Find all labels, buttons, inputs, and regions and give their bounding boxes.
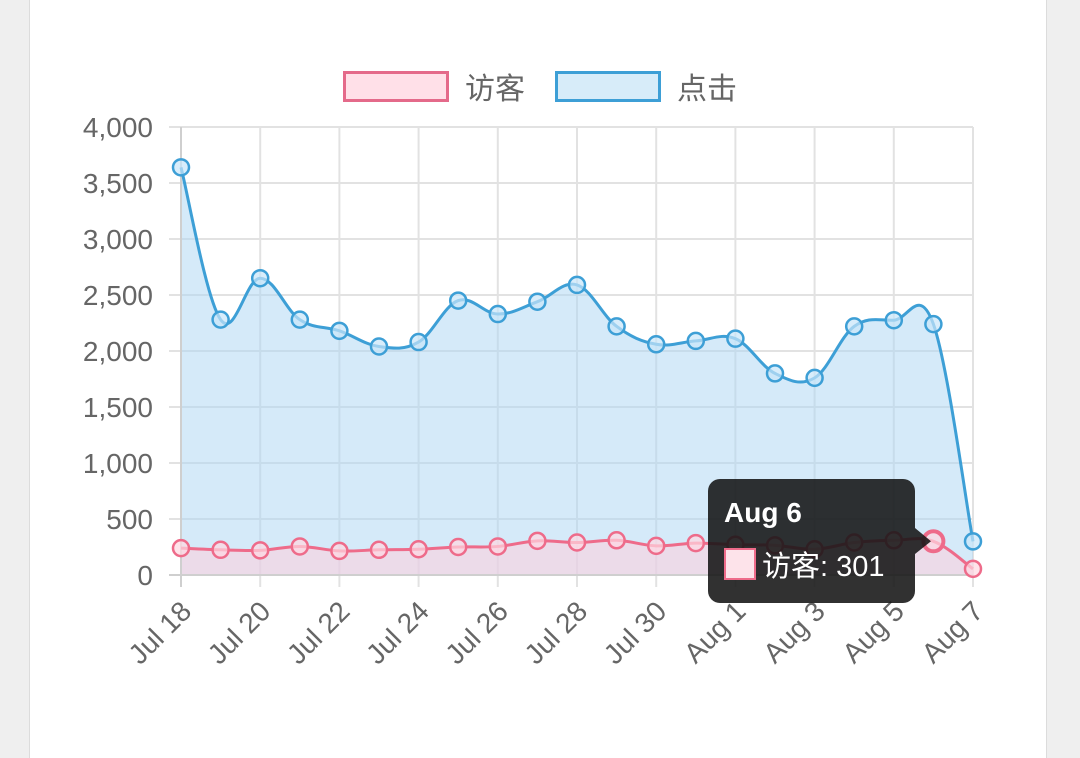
data-point bbox=[290, 537, 310, 556]
y-tick-label: 1,500 bbox=[83, 392, 153, 423]
tooltip-text: 访客: 301 bbox=[762, 551, 885, 583]
data-point bbox=[567, 275, 587, 295]
x-tick-label: Jul 24 bbox=[360, 595, 435, 670]
x-tick-label: Jul 20 bbox=[202, 595, 277, 670]
data-point bbox=[686, 331, 706, 351]
legend-item-visitors[interactable]: 访客 bbox=[343, 64, 525, 108]
chart-tooltip: Aug 6 访客: 301 bbox=[708, 479, 915, 603]
x-axis-tick-labels: Jul 18 Jul 20 Jul 22 Jul 24 Jul 26 Jul 28 Jul … bbox=[122, 595, 989, 670]
data-point bbox=[607, 531, 626, 550]
data-point bbox=[963, 559, 983, 579]
tooltip-row: 访客: 301 bbox=[724, 543, 899, 585]
x-tick-label: Aug 3 bbox=[757, 595, 831, 669]
data-point bbox=[211, 310, 230, 329]
data-point bbox=[805, 368, 824, 388]
y-tick-label: 3,500 bbox=[83, 168, 153, 199]
x-tick-label: Aug 1 bbox=[678, 595, 752, 669]
chart-legend: 访客 点击 bbox=[0, 64, 1080, 108]
data-point bbox=[686, 533, 706, 553]
data-point bbox=[369, 540, 389, 560]
data-points bbox=[171, 158, 983, 579]
y-tick-label: 2,500 bbox=[83, 280, 153, 311]
data-point bbox=[884, 310, 904, 330]
data-point bbox=[369, 337, 389, 356]
y-axis-tick-labels: 0 500 1,000 1,500 2,000 2,500 3,000 3,500 4,000 bbox=[83, 112, 153, 591]
x-tick-label: Jul 30 bbox=[598, 595, 673, 670]
data-point bbox=[488, 537, 508, 556]
tooltip-swatch bbox=[724, 548, 756, 580]
data-point bbox=[171, 158, 191, 177]
data-point bbox=[646, 335, 666, 354]
series-area-1 bbox=[181, 167, 973, 575]
legend-item-clicks[interactable]: 点击 bbox=[555, 64, 737, 108]
x-tick-label: Jul 18 bbox=[122, 595, 197, 670]
x-tick-label: Jul 26 bbox=[439, 595, 514, 670]
tooltip-caret bbox=[915, 528, 931, 554]
data-point bbox=[924, 314, 943, 334]
data-point bbox=[646, 536, 666, 556]
data-point bbox=[330, 541, 349, 561]
data-point bbox=[567, 533, 587, 552]
data-point bbox=[250, 541, 270, 560]
data-point bbox=[409, 539, 428, 559]
y-tick-label: 0 bbox=[137, 560, 153, 591]
data-point bbox=[290, 310, 310, 329]
data-point bbox=[607, 317, 626, 336]
data-point bbox=[726, 329, 745, 348]
x-tick-label: Jul 22 bbox=[281, 595, 356, 670]
data-point bbox=[844, 317, 864, 336]
data-point bbox=[528, 292, 547, 311]
data-point bbox=[330, 321, 349, 341]
tooltip-title: Aug 6 bbox=[724, 497, 802, 528]
y-tick-label: 500 bbox=[106, 504, 153, 535]
data-point bbox=[963, 532, 983, 551]
y-tick-label: 3,000 bbox=[83, 224, 153, 255]
data-point bbox=[765, 364, 785, 383]
data-point bbox=[488, 304, 508, 324]
data-point bbox=[211, 540, 230, 560]
x-tick-label: Aug 5 bbox=[836, 595, 910, 669]
legend-swatch-clicks bbox=[555, 70, 661, 102]
legend-label-visitors: 访客 bbox=[465, 73, 525, 106]
line-chart: 05001,0001,5002,0002,5003,0003,5004,000 … bbox=[83, 112, 989, 670]
data-point bbox=[448, 537, 468, 557]
data-point bbox=[528, 531, 547, 551]
y-tick-label: 4,000 bbox=[83, 112, 153, 143]
legend-swatch-visitors bbox=[343, 70, 449, 102]
y-tick-label: 2,000 bbox=[83, 336, 153, 367]
data-point bbox=[250, 268, 270, 288]
data-point bbox=[448, 291, 468, 310]
x-tick-label: Jul 28 bbox=[518, 595, 593, 670]
y-tick-label: 1,000 bbox=[83, 448, 153, 479]
data-point bbox=[409, 332, 428, 352]
x-tick-label: Aug 7 bbox=[916, 595, 990, 669]
legend-label-clicks: 点击 bbox=[677, 73, 737, 106]
data-point bbox=[171, 538, 191, 558]
